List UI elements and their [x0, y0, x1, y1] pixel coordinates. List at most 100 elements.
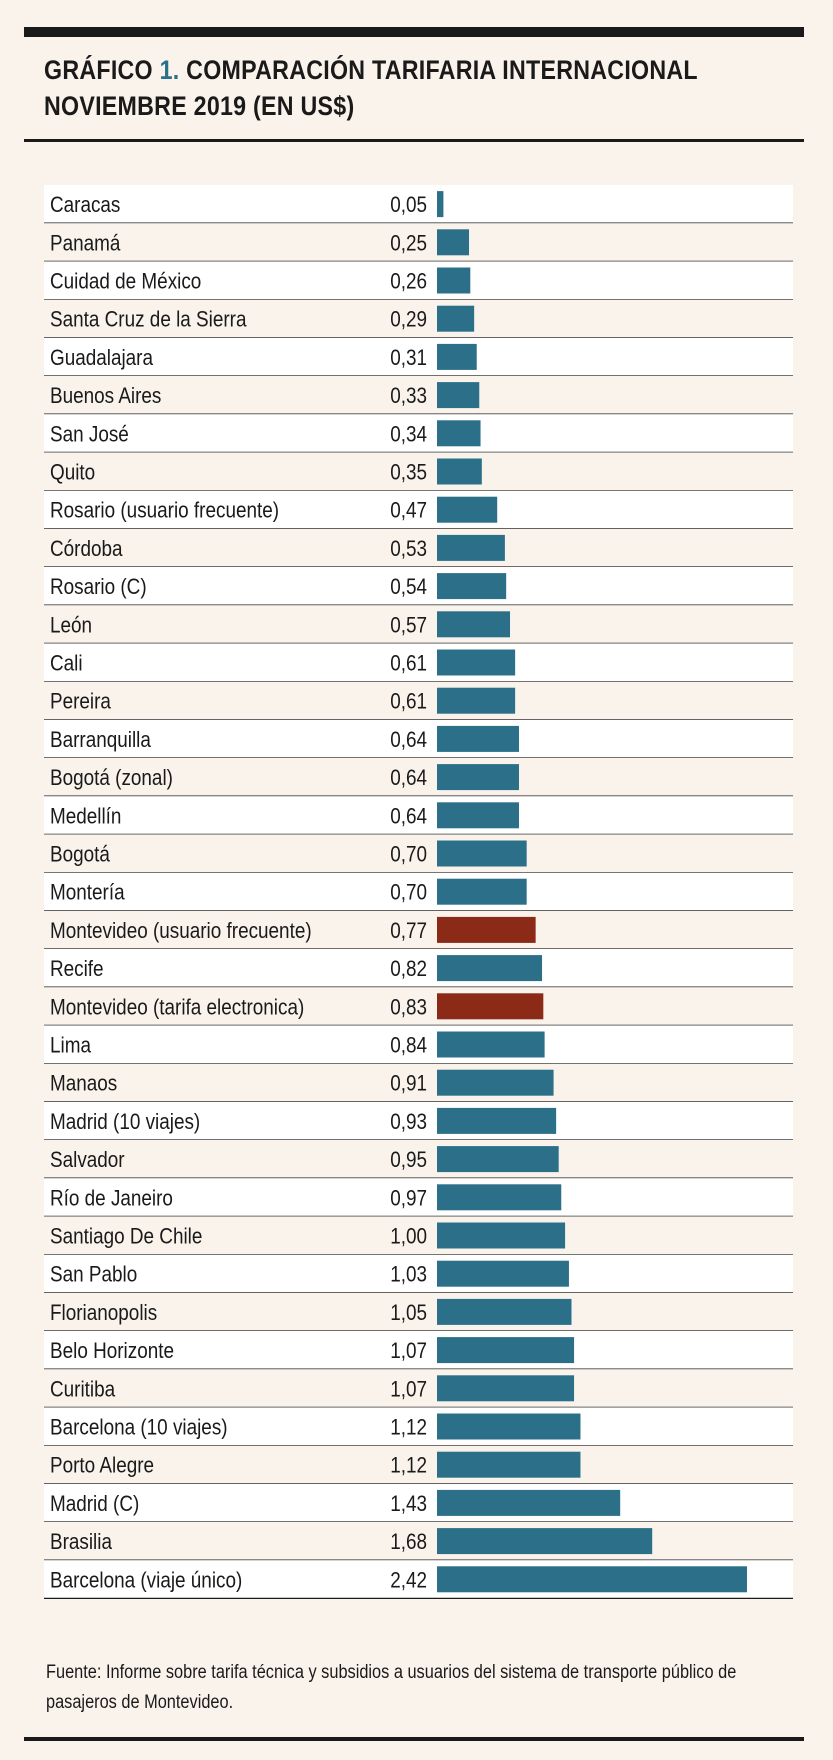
bar	[437, 496, 498, 523]
value-label: 0,61	[390, 651, 427, 676]
category-label: Buenos Aires	[50, 384, 161, 409]
row-background	[44, 719, 793, 758]
bar	[437, 382, 480, 409]
category-label: Manaos	[50, 1071, 117, 1096]
value-label: 0,47	[390, 498, 427, 523]
category-label: Pereira	[50, 689, 111, 714]
value-label: 0,91	[390, 1071, 427, 1096]
value-label: 0,95	[390, 1148, 427, 1173]
category-label: Cali	[50, 651, 83, 676]
category-label: León	[50, 613, 92, 638]
row-background	[44, 758, 793, 797]
category-label: Madrid (10 viajes)	[50, 1110, 200, 1135]
value-label: 0,84	[390, 1033, 427, 1058]
category-label: Curitiba	[50, 1377, 116, 1402]
category-label: Rosario (C)	[50, 575, 147, 600]
category-label: Bogotá	[50, 842, 110, 867]
bar	[437, 878, 527, 905]
row-background	[44, 414, 793, 453]
bar	[437, 267, 471, 294]
row-background	[44, 452, 793, 491]
row-background	[44, 1331, 793, 1370]
bar	[437, 1489, 621, 1516]
category-label: Montería	[50, 880, 125, 905]
bar	[437, 1069, 554, 1096]
row-background	[44, 490, 793, 529]
row-background	[44, 261, 793, 300]
row-background	[44, 1178, 793, 1217]
row-background	[44, 337, 793, 376]
row-background	[44, 185, 793, 224]
bar	[437, 458, 482, 485]
row-background	[44, 872, 793, 911]
category-label: Medellín	[50, 804, 121, 829]
bar	[437, 1566, 747, 1593]
row-background	[44, 299, 793, 338]
row-background	[44, 1254, 793, 1293]
category-label: Lima	[50, 1033, 92, 1058]
value-label: 0,57	[390, 613, 427, 638]
row-background	[44, 1101, 793, 1140]
value-label: 0,82	[390, 957, 427, 982]
category-label: Guadalajara	[50, 346, 154, 371]
bar-chart: Caracas 0,05 Panamá 0,25 Cuidad de México 0,2…	[44, 185, 793, 1600]
bar	[437, 229, 470, 256]
value-label: 1,07	[390, 1377, 427, 1402]
value-label: 0,31	[390, 346, 427, 371]
row-background	[44, 1140, 793, 1179]
bar	[437, 764, 519, 791]
value-label: 1,68	[390, 1530, 427, 1555]
row-background	[44, 1292, 793, 1331]
value-label: 2,42	[390, 1568, 427, 1593]
row-background	[44, 1407, 793, 1446]
value-label: 0,70	[390, 842, 427, 867]
value-label: 0,97	[390, 1186, 427, 1211]
category-label: Brasilia	[50, 1530, 113, 1555]
title-number: 1.	[159, 55, 180, 85]
title-line1-rest: COMPARACIÓN TARIFARIA INTERNACIONAL	[179, 55, 698, 85]
category-label: Santiago De Chile	[50, 1224, 202, 1249]
bar	[437, 1146, 559, 1173]
category-label: Córdoba	[50, 537, 123, 562]
bar	[437, 1184, 562, 1211]
category-label: Porto Alegre	[50, 1453, 154, 1478]
top-rule	[24, 27, 804, 37]
category-label: San Pablo	[50, 1262, 137, 1287]
bar	[437, 1107, 557, 1134]
category-label: Florianopolis	[50, 1301, 157, 1326]
row-background	[44, 834, 793, 873]
bar	[437, 802, 519, 829]
row-background	[44, 528, 793, 567]
bar	[437, 1031, 545, 1058]
row-background	[44, 605, 793, 644]
value-label: 1,03	[390, 1262, 427, 1287]
row-background	[44, 567, 793, 606]
row-background	[44, 949, 793, 988]
bottom-rule	[24, 1737, 804, 1741]
bar	[437, 534, 505, 561]
value-label: 0,77	[390, 919, 427, 944]
row-background	[44, 643, 793, 682]
bar	[437, 305, 475, 332]
category-label: Madrid (C)	[50, 1492, 139, 1517]
value-label: 1,05	[390, 1301, 427, 1326]
row-background	[44, 681, 793, 720]
value-label: 0,64	[390, 728, 427, 753]
bar-highlight	[437, 916, 536, 943]
category-label: Barcelona (viaje único)	[50, 1568, 242, 1593]
category-label: Belo Horizonte	[50, 1339, 174, 1364]
row-background	[44, 1522, 793, 1561]
category-label: Quito	[50, 460, 95, 485]
value-label: 0,25	[390, 231, 427, 256]
value-label: 0,33	[390, 384, 427, 409]
bar	[437, 955, 543, 982]
value-label: 0,64	[390, 804, 427, 829]
category-label: Panamá	[50, 231, 121, 256]
bar	[437, 687, 516, 714]
bar	[437, 1528, 653, 1555]
value-label: 0,35	[390, 460, 427, 485]
value-label: 1,43	[390, 1492, 427, 1517]
value-label: 1,12	[390, 1415, 427, 1440]
row-background	[44, 796, 793, 835]
bar	[437, 343, 477, 370]
